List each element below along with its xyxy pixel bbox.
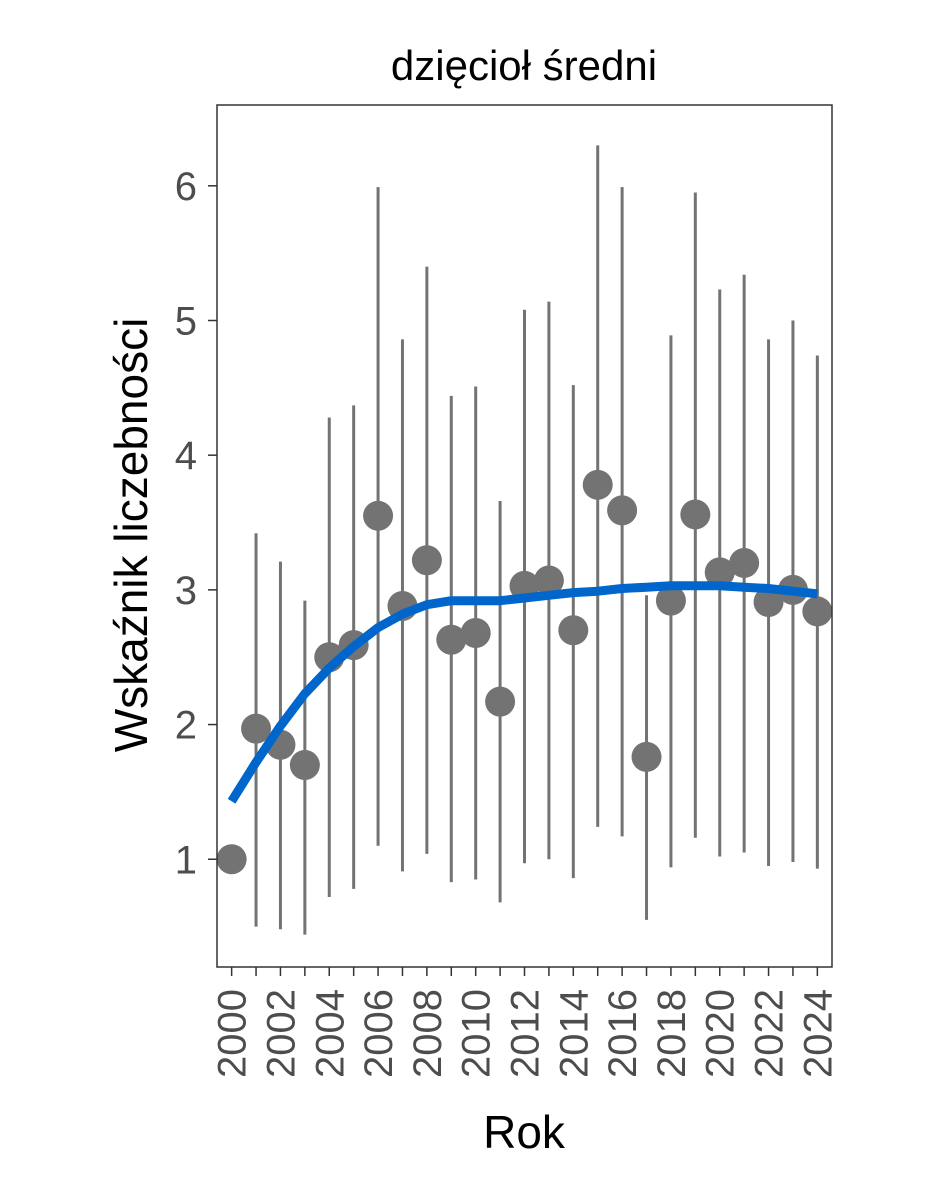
data-point-2020 bbox=[704, 557, 735, 588]
x-tick-label-2010: 2010 bbox=[455, 989, 499, 1078]
data-point-2013 bbox=[533, 565, 564, 596]
data-point-2010 bbox=[460, 617, 491, 648]
x-tick-label-2000: 2000 bbox=[211, 989, 255, 1078]
y-tick-label-2: 2 bbox=[175, 704, 197, 748]
y-tick-label-1: 1 bbox=[175, 838, 197, 882]
x-axis-title: Rok bbox=[483, 1106, 566, 1158]
data-point-2017 bbox=[631, 741, 662, 772]
x-tick-label-2014: 2014 bbox=[552, 989, 596, 1078]
y-tick-label-6: 6 bbox=[175, 165, 197, 209]
x-tick-label-2018: 2018 bbox=[650, 989, 694, 1078]
data-point-2022 bbox=[753, 586, 784, 617]
data-points bbox=[216, 469, 833, 875]
x-tick-label-2022: 2022 bbox=[748, 989, 792, 1078]
x-tick-label-2012: 2012 bbox=[504, 989, 548, 1078]
x-tick-label-2008: 2008 bbox=[406, 989, 450, 1078]
data-point-2024 bbox=[802, 596, 833, 627]
data-point-2018 bbox=[655, 585, 686, 616]
y-tick-label-3: 3 bbox=[175, 569, 197, 613]
error-bars bbox=[254, 145, 819, 935]
y-tick-label-4: 4 bbox=[175, 434, 197, 478]
x-tick-label-2004: 2004 bbox=[308, 989, 352, 1078]
x-axis: 2000 2002 2004 2006 2008 2010 2012 2014 2016 2018… bbox=[211, 967, 840, 1078]
data-point-2006 bbox=[363, 500, 394, 531]
y-tick-label-5: 5 bbox=[175, 300, 197, 344]
data-point-2014 bbox=[558, 615, 589, 646]
data-point-2015 bbox=[582, 469, 613, 500]
x-tick-label-2002: 2002 bbox=[260, 989, 304, 1078]
y-axis: 1 2 3 4 5 6 bbox=[175, 165, 217, 882]
data-point-2008 bbox=[411, 545, 442, 576]
x-tick-label-2016: 2016 bbox=[601, 989, 645, 1078]
chart-title: dzięcioł średni bbox=[391, 42, 657, 89]
data-point-2003 bbox=[289, 749, 320, 780]
data-point-2021 bbox=[729, 547, 760, 578]
data-point-2011 bbox=[485, 686, 516, 717]
y-axis-title: Wskaźnik liczebności bbox=[105, 318, 157, 753]
x-tick-label-2006: 2006 bbox=[357, 989, 401, 1078]
data-point-2000 bbox=[216, 844, 247, 875]
data-point-2009 bbox=[436, 624, 467, 655]
data-point-2016 bbox=[607, 495, 638, 526]
x-tick-label-2024: 2024 bbox=[796, 989, 840, 1078]
x-tick-label-2020: 2020 bbox=[699, 989, 743, 1078]
data-point-2019 bbox=[680, 499, 711, 530]
trend-line bbox=[227, 581, 818, 804]
plot-area bbox=[216, 104, 833, 968]
data-point-2001 bbox=[241, 713, 272, 744]
